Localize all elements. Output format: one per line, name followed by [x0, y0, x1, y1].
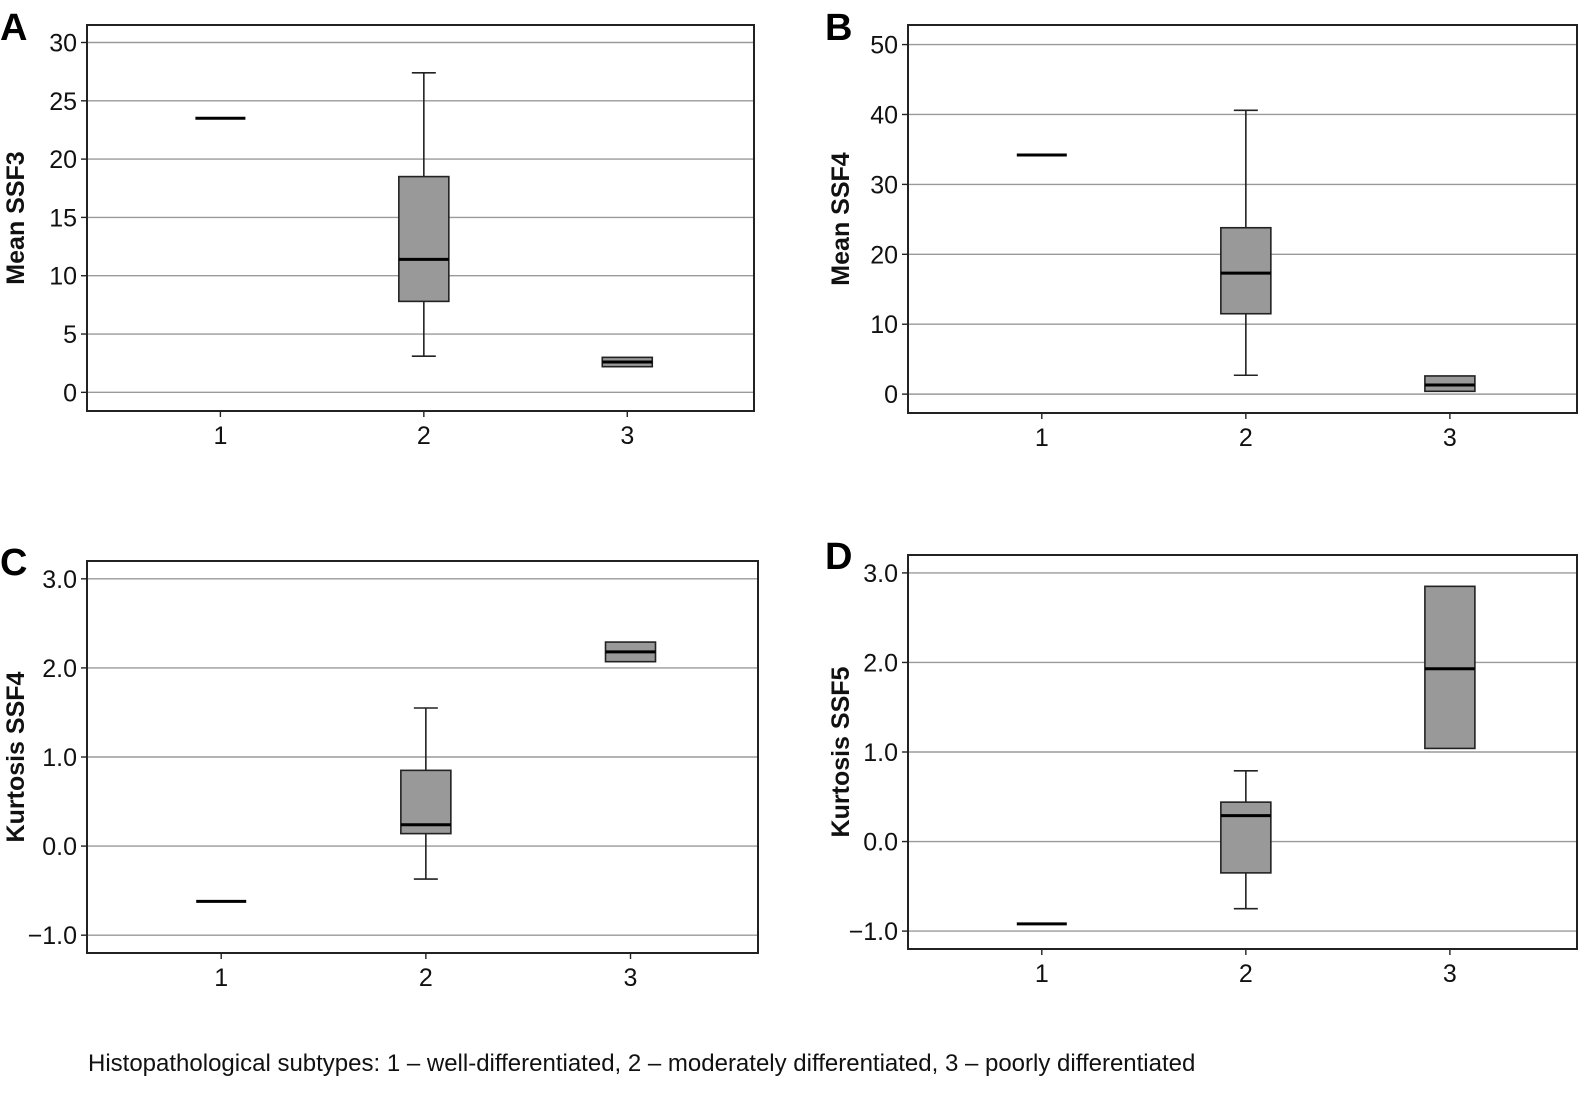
y-tick-label: 2.0	[42, 655, 77, 683]
box-3	[604, 641, 657, 663]
y-tick-label: 2.0	[863, 649, 898, 677]
iqr-box	[400, 769, 452, 835]
y-tick-label: 0.0	[863, 829, 898, 857]
y-axis-title: Mean SSF4	[827, 152, 855, 285]
box-3	[601, 356, 654, 368]
panel-b: B 0 10 20 30 40 50 1 2 3 Mean SSF4	[825, 7, 1578, 452]
y-tick-label: 15	[49, 204, 77, 232]
box-2	[400, 707, 452, 880]
x-tick-label: 3	[624, 964, 638, 992]
y-tick-label: 40	[870, 101, 898, 129]
y-tick-label: 30	[870, 171, 898, 199]
x-tick-label: 3	[620, 422, 634, 450]
x-tick-label: 2	[1239, 960, 1253, 988]
y-tick-label: 30	[49, 29, 77, 57]
x-tick-label: 1	[214, 964, 228, 992]
y-tick-label: 5	[63, 321, 77, 349]
panel-d: D −1.0 0.0 1.0 2.0 3.0 1 2 3 Kurtosis SSF5	[825, 536, 1578, 988]
x-tick-label: 3	[1443, 960, 1457, 988]
y-tick-label: 3.0	[863, 560, 898, 588]
box-2	[398, 72, 450, 357]
panel-c: C −1.0 0.0 1.0 2.0 3.0 1 2 3 Kurtosis SSF4	[0, 542, 759, 992]
y-axis-title: Kurtosis SSF5	[827, 666, 855, 837]
panel-a: A 0 5 10 15 20 25 30 1 2 3 Mean SSF3	[0, 7, 755, 450]
panel-letter: B	[825, 7, 852, 49]
panel-letter: A	[0, 7, 27, 49]
x-tick-label: 2	[419, 964, 433, 992]
y-tick-label: 0	[63, 379, 77, 407]
y-tick-label: 50	[870, 32, 898, 60]
plot-frame	[907, 24, 1578, 414]
y-tick-label: 1.0	[42, 744, 77, 772]
y-tick-label: 0.0	[42, 833, 77, 861]
box-2	[1220, 109, 1272, 377]
x-tick-label: 2	[417, 422, 431, 450]
y-tick-label: 3.0	[42, 566, 77, 594]
plot-frame	[907, 554, 1578, 950]
plot-frame	[86, 560, 759, 954]
iqr-box	[398, 175, 450, 303]
y-tick-label: 10	[49, 263, 77, 291]
y-axis-title: Kurtosis SSF4	[2, 671, 30, 842]
y-tick-label: −1.0	[28, 922, 77, 950]
y-tick-label: 10	[870, 311, 898, 339]
x-tick-label: 1	[1035, 424, 1049, 452]
y-axis-title: Mean SSF3	[2, 151, 30, 284]
y-tick-label: 1.0	[863, 739, 898, 767]
iqr-box	[1220, 801, 1272, 874]
x-tick-label: 1	[213, 422, 227, 450]
box-3	[1424, 375, 1476, 393]
y-tick-label: 25	[49, 88, 77, 116]
x-tick-label: 2	[1239, 424, 1253, 452]
x-tick-label: 1	[1035, 960, 1049, 988]
figure-caption: Histopathological subtypes: 1 – well-dif…	[88, 1050, 1196, 1077]
y-tick-label: 20	[870, 241, 898, 269]
box-3	[1424, 585, 1476, 750]
panel-letter: C	[0, 542, 27, 584]
y-tick-label: 20	[49, 146, 77, 174]
box-2	[1220, 770, 1272, 910]
y-tick-label: 0	[884, 381, 898, 409]
panel-letter: D	[825, 536, 852, 578]
y-tick-label: −1.0	[849, 918, 898, 946]
x-tick-label: 3	[1443, 424, 1457, 452]
plot-frame	[86, 24, 755, 412]
iqr-box	[1220, 226, 1272, 315]
